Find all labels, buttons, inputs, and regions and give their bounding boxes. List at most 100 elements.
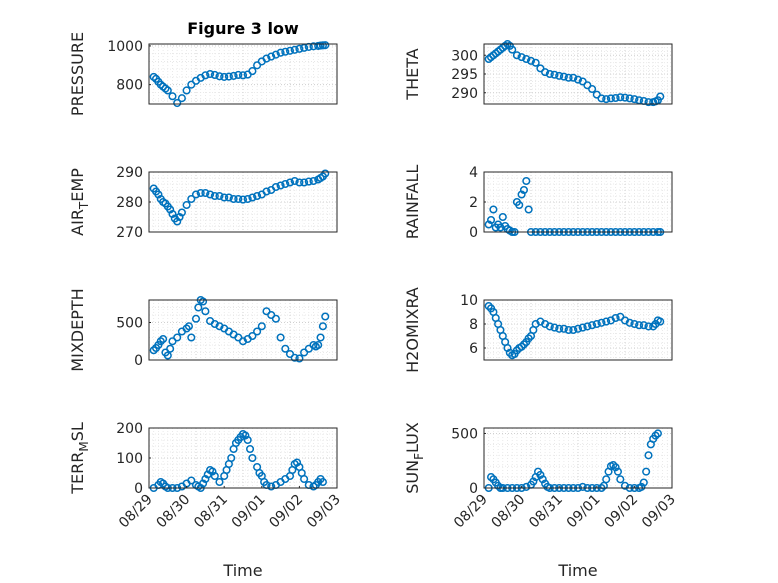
data-point	[569, 73, 578, 82]
data-point	[573, 324, 583, 333]
data-point	[316, 333, 325, 342]
axes-frame	[148, 299, 338, 361]
data-point	[238, 71, 248, 80]
data-point	[519, 340, 529, 349]
data-point	[177, 208, 186, 217]
data-point	[187, 80, 196, 89]
data-point	[515, 200, 524, 210]
data-point	[295, 354, 304, 363]
data-point	[625, 94, 634, 103]
data-point	[168, 92, 177, 101]
data-point	[637, 482, 646, 491]
data-point	[321, 169, 330, 178]
data-point	[166, 205, 175, 214]
data-point	[276, 333, 285, 342]
series-1	[149, 429, 327, 493]
data-point	[529, 477, 538, 486]
data-point	[295, 178, 304, 187]
data-point	[649, 322, 658, 331]
data-point	[281, 344, 290, 353]
data-point	[234, 194, 243, 204]
data-point	[484, 301, 493, 311]
data-point	[639, 478, 648, 487]
data-point	[517, 190, 526, 199]
data-point	[616, 93, 625, 102]
data-point	[208, 467, 217, 476]
data-point	[606, 94, 615, 103]
data-point	[505, 348, 514, 357]
data-point	[220, 72, 229, 81]
data-point	[559, 324, 568, 333]
data-point	[243, 194, 252, 204]
data-point	[238, 195, 248, 204]
chart-panel-2: 290 295 300 THETA	[403, 39, 673, 107]
data-point	[653, 429, 662, 438]
data-point	[191, 190, 201, 199]
data-point	[609, 461, 618, 470]
data-point	[199, 297, 208, 306]
data-point	[290, 45, 299, 54]
data-point	[635, 321, 644, 330]
x-axis-label: Time	[557, 561, 597, 580]
data-point	[578, 323, 587, 332]
data-point	[583, 322, 592, 331]
data-point	[166, 344, 175, 353]
data-point	[215, 191, 224, 201]
data-point	[625, 318, 634, 327]
data-point	[656, 317, 665, 326]
data-point	[187, 476, 196, 485]
data-point	[243, 435, 252, 445]
x-axis-label: Time	[222, 561, 262, 580]
data-point	[224, 193, 233, 202]
chart-title: Figure 3 low	[187, 19, 299, 38]
series-1	[149, 295, 330, 363]
data-point	[519, 185, 529, 195]
data-point	[538, 475, 547, 484]
data-point	[639, 321, 648, 330]
y-axis-label: SUNFLUX	[403, 422, 426, 494]
data-point	[156, 337, 165, 346]
data-point	[206, 69, 215, 79]
data-point	[290, 353, 299, 362]
data-point	[281, 47, 290, 56]
data-point	[545, 322, 554, 331]
data-point	[321, 312, 330, 321]
data-point	[524, 205, 533, 214]
data-point	[564, 73, 573, 82]
data-point	[651, 431, 660, 440]
axes-frame	[483, 299, 673, 361]
data-point	[173, 333, 182, 342]
data-point	[602, 317, 611, 326]
data-point	[271, 50, 280, 59]
y-tick-label: 6	[469, 341, 478, 357]
data-point	[184, 322, 193, 331]
y-tick-label: 0	[134, 481, 143, 497]
data-point	[210, 471, 219, 481]
data-point	[573, 75, 583, 84]
data-point	[175, 212, 184, 222]
data-point	[248, 193, 257, 202]
data-point	[616, 475, 625, 484]
data-point	[498, 212, 507, 222]
chart-panel-4: 0 2 4 RAINFALL	[403, 165, 673, 241]
data-point	[489, 205, 498, 214]
data-point	[620, 93, 630, 102]
data-point	[210, 70, 219, 80]
chart-panel-3: 270 280 290 AIRTEMP	[68, 165, 338, 241]
data-point	[300, 474, 309, 484]
data-point	[276, 48, 285, 57]
data-point	[512, 51, 521, 60]
data-point	[285, 46, 295, 55]
data-point	[210, 191, 219, 201]
data-point	[267, 482, 276, 491]
data-point	[541, 68, 550, 77]
y-tick-label: 1000	[107, 39, 143, 55]
data-point	[522, 54, 531, 64]
y-tick-label: 800	[116, 78, 143, 94]
data-point	[536, 470, 545, 479]
data-point	[545, 69, 554, 79]
data-point	[163, 351, 172, 360]
y-tick-label: 270	[116, 225, 143, 241]
data-point	[224, 72, 233, 81]
data-point	[293, 458, 302, 467]
